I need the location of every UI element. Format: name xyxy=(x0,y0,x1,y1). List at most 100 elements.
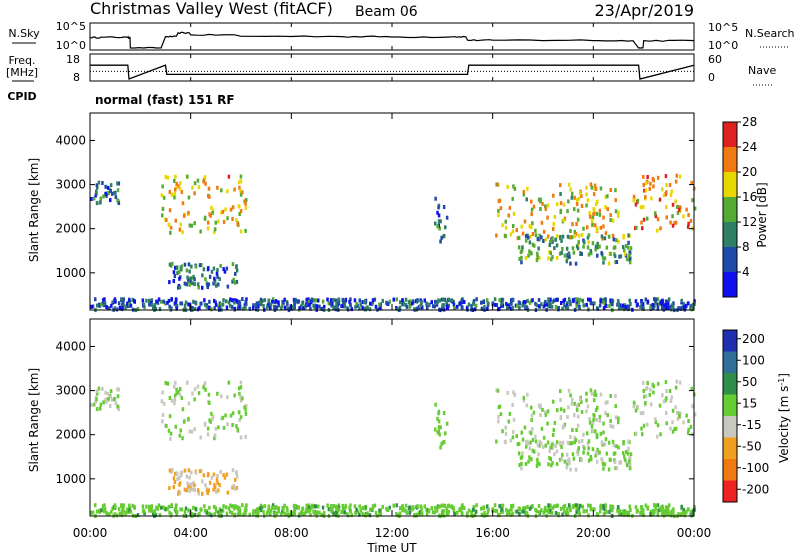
velocity-data-cell xyxy=(566,440,570,445)
velocity-data-cell xyxy=(560,507,563,511)
power-data-cell xyxy=(263,298,267,303)
velocity-data-cell xyxy=(593,507,596,512)
power-data-cell xyxy=(426,305,429,310)
power-data-cell xyxy=(271,297,275,302)
velocity-data-cell xyxy=(595,434,599,439)
power-data-cell xyxy=(604,231,608,236)
power-data-cell xyxy=(239,188,242,193)
velocity-data-cell xyxy=(131,503,134,508)
velocity-data-cell xyxy=(604,503,607,508)
velocity-data-cell xyxy=(530,418,533,423)
power-data-cell xyxy=(537,298,541,302)
power-data-cell xyxy=(609,188,612,192)
power-data-cell xyxy=(629,302,632,306)
velocity-data-cell xyxy=(582,432,585,437)
power-data-cell xyxy=(616,299,620,303)
power-data-cell xyxy=(559,192,562,196)
power-data-cell xyxy=(243,199,246,204)
power-data-cell xyxy=(644,181,648,185)
velocity-data-cell xyxy=(644,394,648,399)
power-data-cell xyxy=(594,187,598,191)
power-data-cell xyxy=(329,301,332,306)
power-data-cell xyxy=(608,303,611,308)
power-data-cell xyxy=(604,205,607,210)
velocity-data-cell xyxy=(515,434,518,439)
velocity-data-cell xyxy=(511,511,514,516)
velocity-data-cell xyxy=(575,404,579,408)
colorbar-tick-label: -15 xyxy=(742,418,762,432)
power-data-cell xyxy=(670,189,673,194)
power-data-cell xyxy=(439,239,442,244)
power-data-cell xyxy=(589,301,593,306)
velocity-data-cell xyxy=(664,380,668,385)
power-data-cell xyxy=(202,179,205,184)
velocity-data-cell xyxy=(566,509,569,514)
velocity-data-cell xyxy=(520,461,523,466)
velocity-data-cell xyxy=(566,511,570,516)
velocity-data-cell xyxy=(560,456,563,461)
power-data-cell xyxy=(452,302,456,307)
power-data-cell xyxy=(226,189,229,194)
velocity-data-cell xyxy=(236,427,239,432)
power-data-cell xyxy=(335,305,338,310)
velocity-data-cell xyxy=(202,385,205,390)
velocity-data-cell xyxy=(374,510,378,515)
power-data-cell xyxy=(619,254,623,259)
velocity-data-cell xyxy=(164,507,167,512)
power-data-cell xyxy=(569,301,572,306)
velocity-data-cell xyxy=(307,509,311,514)
power-data-cell xyxy=(116,181,119,186)
colorbar-tick-label: 100 xyxy=(742,353,765,367)
velocity-data-cell xyxy=(540,508,543,513)
power-data-cell xyxy=(540,302,543,307)
velocity-data-cell xyxy=(567,457,571,462)
velocity-data-cell xyxy=(104,397,107,402)
velocity-data-cell xyxy=(581,504,585,509)
velocity-data-cell xyxy=(116,387,119,392)
velocity-data-cell xyxy=(575,506,578,511)
power-data-cell xyxy=(600,234,604,239)
velocity-data-cell xyxy=(538,443,541,448)
velocity-data-cell xyxy=(665,411,668,416)
power-data-cell xyxy=(153,305,156,310)
velocity-data-cell xyxy=(671,420,674,425)
velocity-data-cell xyxy=(366,511,369,516)
power-data-cell xyxy=(543,303,547,307)
power-data-cell xyxy=(204,181,207,186)
power-data-cell xyxy=(553,246,556,251)
power-data-cell xyxy=(517,235,521,240)
power-data-cell xyxy=(366,305,369,310)
velocity-data-cell xyxy=(669,399,673,403)
velocity-data-cell xyxy=(644,503,648,508)
velocity-data-cell xyxy=(177,491,180,496)
power-data-cell xyxy=(497,208,500,213)
velocity-data-cell xyxy=(210,513,213,518)
power-data-cell xyxy=(369,301,372,306)
velocity-data-cell xyxy=(128,508,131,513)
power-data-cell xyxy=(238,204,241,209)
velocity-data-cell xyxy=(674,385,678,390)
velocity-data-cell xyxy=(627,439,630,444)
power-data-cell xyxy=(175,306,178,311)
velocity-data-cell xyxy=(491,507,495,512)
power-data-cell xyxy=(582,226,585,231)
power-data-cell xyxy=(661,187,664,192)
power-data-cell xyxy=(569,261,572,266)
power-data-cell xyxy=(196,282,200,287)
power-data-cell xyxy=(511,305,514,310)
power-data-cell xyxy=(171,261,174,266)
velocity-data-cell xyxy=(687,419,690,423)
velocity-data-cell xyxy=(378,511,382,516)
velocity-data-cell xyxy=(629,462,632,467)
velocity-data-cell xyxy=(298,512,301,517)
power-data-cell xyxy=(208,274,212,279)
velocity-data-cell xyxy=(381,504,384,509)
velocity-data-cell xyxy=(395,503,398,508)
power-data-cell xyxy=(661,303,664,308)
power-data-cell xyxy=(553,214,557,219)
power-data-cell xyxy=(627,305,630,310)
power-data-cell xyxy=(613,254,617,259)
power-data-cell xyxy=(518,305,521,310)
velocity-data-cell xyxy=(109,404,112,409)
